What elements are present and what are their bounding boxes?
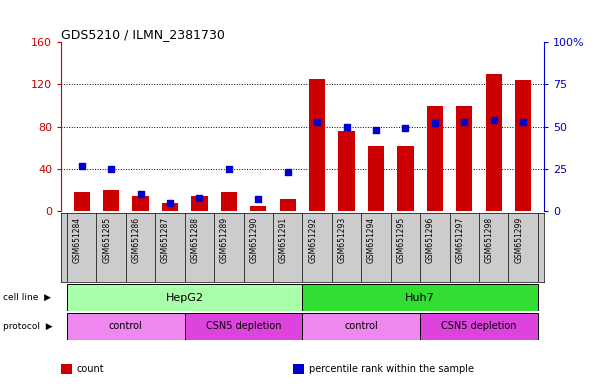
Text: GSM651298: GSM651298 [485, 217, 494, 263]
Point [77, 162, 87, 169]
Point [194, 195, 204, 201]
Text: GSM651297: GSM651297 [455, 217, 464, 263]
Bar [309, 79, 325, 211]
Bar [397, 146, 414, 211]
Point [165, 200, 175, 206]
Bar [456, 106, 472, 211]
Bar [73, 192, 90, 211]
Text: GSM651295: GSM651295 [397, 217, 406, 263]
Point [136, 191, 145, 197]
Text: GSM651291: GSM651291 [279, 217, 288, 263]
Text: GDS5210 / ILMN_2381730: GDS5210 / ILMN_2381730 [61, 28, 225, 41]
Text: GSM651287: GSM651287 [161, 217, 170, 263]
Text: count: count [76, 364, 104, 374]
Bar [67, 284, 302, 311]
Bar [103, 190, 119, 211]
Point [430, 120, 440, 126]
Text: GSM651292: GSM651292 [308, 217, 317, 263]
Text: protocol  ▶: protocol ▶ [3, 322, 53, 331]
Point [106, 166, 116, 172]
Text: GSM651288: GSM651288 [191, 217, 199, 263]
Text: GSM651289: GSM651289 [220, 217, 229, 263]
Point [459, 119, 469, 125]
Point [283, 169, 293, 175]
Bar [302, 284, 538, 311]
Text: cell line  ▶: cell line ▶ [3, 293, 51, 302]
Bar [185, 313, 302, 340]
Text: control: control [109, 321, 143, 331]
Point [224, 166, 234, 172]
Text: GSM651296: GSM651296 [426, 217, 435, 263]
Text: GSM651284: GSM651284 [73, 217, 82, 263]
Text: Huh7: Huh7 [405, 293, 435, 303]
Bar [162, 203, 178, 211]
Text: GSM651293: GSM651293 [338, 217, 346, 263]
Text: GSM651290: GSM651290 [249, 217, 258, 263]
Point [312, 119, 322, 125]
Point [254, 196, 263, 202]
Bar [250, 206, 266, 211]
Bar [420, 313, 538, 340]
Text: CSN5 depletion: CSN5 depletion [441, 321, 517, 331]
Text: GSM651286: GSM651286 [131, 217, 141, 263]
Text: HepG2: HepG2 [166, 293, 203, 303]
Point [489, 117, 499, 123]
Bar [67, 313, 185, 340]
Text: control: control [345, 321, 378, 331]
Bar [427, 106, 443, 211]
Text: GSM651285: GSM651285 [102, 217, 111, 263]
Point [342, 124, 351, 130]
Text: CSN5 depletion: CSN5 depletion [206, 321, 281, 331]
Point [371, 127, 381, 133]
Bar [221, 192, 237, 211]
Text: GSM651294: GSM651294 [367, 217, 376, 263]
Bar [133, 197, 148, 211]
Bar [368, 146, 384, 211]
Point [518, 119, 528, 125]
Text: GSM651299: GSM651299 [514, 217, 523, 263]
Point [401, 125, 411, 131]
Text: percentile rank within the sample: percentile rank within the sample [309, 364, 474, 374]
Bar [280, 199, 296, 211]
Bar [191, 197, 208, 211]
Bar [515, 80, 532, 211]
Bar [302, 313, 420, 340]
Bar [338, 131, 355, 211]
Bar [486, 74, 502, 211]
